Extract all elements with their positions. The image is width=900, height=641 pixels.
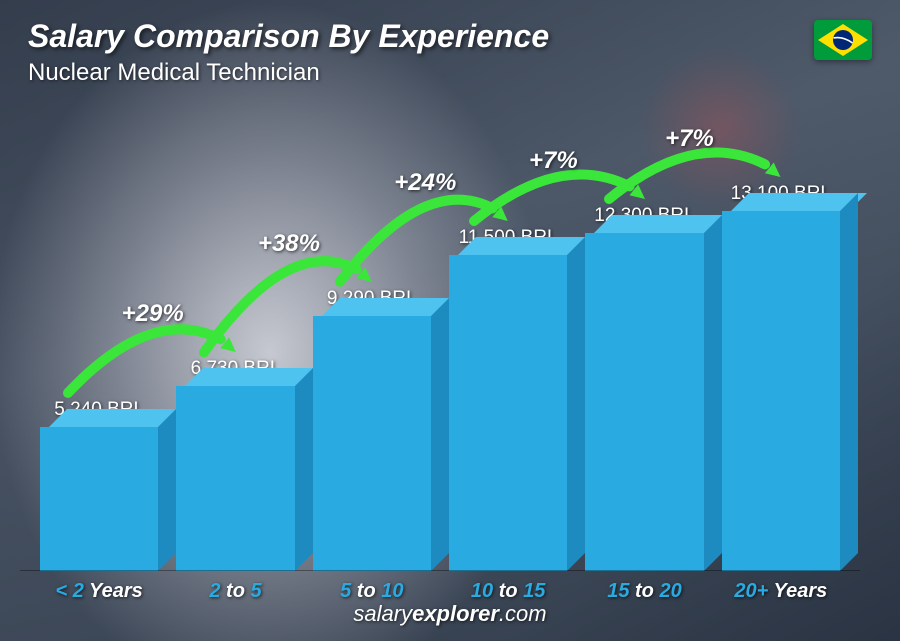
bar-category-label: 2 to 5	[209, 580, 261, 603]
bar-3d	[449, 255, 567, 571]
bar-4: 12,300 BRL15 to 20	[585, 205, 703, 571]
bar-3d	[176, 386, 294, 571]
chart-subtitle: Nuclear Medical Technician	[28, 59, 872, 87]
chart-baseline	[20, 570, 860, 571]
growth-pct-label: +29%	[122, 300, 184, 328]
footer-text-3: .com	[499, 601, 547, 626]
growth-pct-label: +24%	[394, 169, 456, 197]
header: Salary Comparison By Experience Nuclear …	[28, 18, 872, 87]
bar-3d	[40, 427, 158, 571]
bar-category-label: < 2 Years	[56, 580, 143, 603]
bar-category-label: 5 to 10	[340, 580, 403, 603]
bar-category-label: 10 to 15	[471, 580, 546, 603]
country-flag-brazil	[814, 20, 872, 60]
growth-pct-label: +7%	[665, 125, 714, 153]
footer-attribution: salaryexplorer.com	[0, 601, 900, 627]
footer-text-2: explorer	[412, 601, 499, 626]
chart-area: 5,240 BRL< 2 Years6,730 BRL2 to 59,290 B…	[40, 130, 840, 571]
bar-category-label: 20+ Years	[734, 580, 827, 603]
footer-text-1: salary	[353, 601, 412, 626]
bar-3d	[585, 233, 703, 571]
growth-pct-label: +7%	[529, 147, 578, 175]
bar-3d	[722, 211, 840, 571]
bar-0: 5,240 BRL< 2 Years	[40, 399, 158, 571]
chart-title: Salary Comparison By Experience	[28, 18, 872, 55]
bar-category-label: 15 to 20	[607, 580, 682, 603]
bar-5: 13,100 BRL20+ Years	[722, 183, 840, 571]
growth-pct-label: +38%	[258, 230, 320, 258]
